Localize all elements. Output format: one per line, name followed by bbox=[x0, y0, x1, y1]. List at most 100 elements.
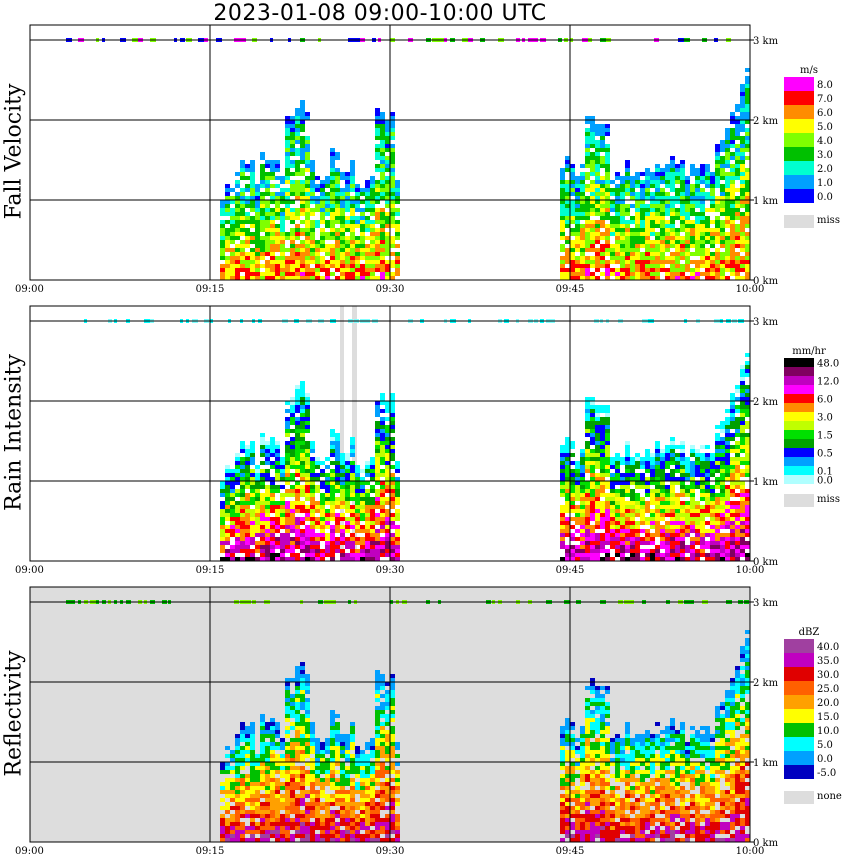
data-cell bbox=[690, 485, 695, 489]
data-cell bbox=[230, 497, 235, 501]
data-cell bbox=[300, 188, 305, 192]
data-cell bbox=[365, 184, 370, 188]
data-cell bbox=[305, 682, 310, 686]
data-cell bbox=[340, 485, 345, 489]
data-cell bbox=[620, 272, 625, 276]
data-cell bbox=[740, 485, 745, 489]
data-cell bbox=[365, 557, 370, 561]
data-cell bbox=[615, 268, 620, 272]
data-cell bbox=[265, 457, 270, 461]
data-cell bbox=[295, 397, 300, 401]
data-cell bbox=[715, 180, 720, 184]
data-cell bbox=[270, 553, 275, 557]
data-cell bbox=[715, 144, 720, 148]
data-cell bbox=[395, 220, 400, 224]
data-cell bbox=[245, 220, 250, 224]
data-cell bbox=[745, 256, 750, 260]
data-cell bbox=[315, 822, 320, 826]
data-cell bbox=[700, 180, 705, 184]
data-cell bbox=[275, 742, 280, 746]
data-cell bbox=[595, 517, 600, 521]
data-cell bbox=[300, 405, 305, 409]
data-cell bbox=[625, 228, 630, 232]
data-cell bbox=[585, 489, 590, 493]
data-cell bbox=[265, 549, 270, 553]
data-cell bbox=[295, 722, 300, 726]
data-cell bbox=[375, 453, 380, 457]
data-cell bbox=[275, 192, 280, 196]
data-cell bbox=[580, 549, 585, 553]
data-cell bbox=[270, 557, 275, 561]
data-cell bbox=[645, 505, 650, 509]
data-cell bbox=[630, 264, 635, 268]
data-cell bbox=[630, 260, 635, 264]
data-cell bbox=[340, 228, 345, 232]
data-cell bbox=[330, 742, 335, 746]
data-cell bbox=[595, 124, 600, 128]
data-cell bbox=[690, 473, 695, 477]
data-cell bbox=[340, 196, 345, 200]
data-cell bbox=[565, 457, 570, 461]
data-cell bbox=[300, 140, 305, 144]
data-cell bbox=[730, 505, 735, 509]
data-cell bbox=[220, 220, 225, 224]
data-cell bbox=[590, 248, 595, 252]
data-cell bbox=[300, 501, 305, 505]
data-cell bbox=[290, 549, 295, 553]
data-cell bbox=[745, 76, 750, 80]
data-cell bbox=[560, 256, 565, 260]
data-cell bbox=[230, 553, 235, 557]
data-cell bbox=[580, 176, 585, 180]
data-cell bbox=[345, 264, 350, 268]
data-cell bbox=[600, 485, 605, 489]
data-cell bbox=[270, 830, 275, 834]
data-cell bbox=[690, 184, 695, 188]
data-cell bbox=[295, 497, 300, 501]
data-cell bbox=[560, 445, 565, 449]
data-cell bbox=[380, 156, 385, 160]
data-cell bbox=[745, 104, 750, 108]
data-cell bbox=[350, 228, 355, 232]
data-cell bbox=[305, 493, 310, 497]
data-cell bbox=[225, 838, 230, 842]
data-cell bbox=[310, 794, 315, 798]
data-cell bbox=[260, 742, 265, 746]
data-cell bbox=[700, 220, 705, 224]
data-cell bbox=[725, 224, 730, 228]
data-cell bbox=[325, 248, 330, 252]
data-cell bbox=[285, 208, 290, 212]
data-cell bbox=[670, 212, 675, 216]
data-cell bbox=[675, 252, 680, 256]
data-cell bbox=[265, 529, 270, 533]
data-cell bbox=[345, 272, 350, 276]
data-cell bbox=[335, 168, 340, 172]
data-cell bbox=[580, 232, 585, 236]
data-cell bbox=[565, 164, 570, 168]
data-cell bbox=[670, 224, 675, 228]
data-cell bbox=[705, 457, 710, 461]
data-cell bbox=[285, 433, 290, 437]
data-cell bbox=[245, 826, 250, 830]
data-cell bbox=[235, 236, 240, 240]
data-cell bbox=[235, 481, 240, 485]
data-cell bbox=[240, 469, 245, 473]
data-cell bbox=[250, 553, 255, 557]
data-cell bbox=[300, 718, 305, 722]
data-cell bbox=[375, 513, 380, 517]
data-cell bbox=[260, 248, 265, 252]
data-cell bbox=[565, 437, 570, 441]
data-cell bbox=[640, 517, 645, 521]
data-cell bbox=[300, 505, 305, 509]
data-cell bbox=[235, 834, 240, 838]
data-cell bbox=[345, 489, 350, 493]
data-cell bbox=[285, 537, 290, 541]
data-cell bbox=[595, 224, 600, 228]
data-cell bbox=[385, 184, 390, 188]
data-cell bbox=[745, 529, 750, 533]
data-cell bbox=[645, 457, 650, 461]
data-cell bbox=[660, 236, 665, 240]
data-cell bbox=[685, 517, 690, 521]
data-cell bbox=[735, 256, 740, 260]
data-cell bbox=[300, 385, 305, 389]
data-cell bbox=[710, 533, 715, 537]
